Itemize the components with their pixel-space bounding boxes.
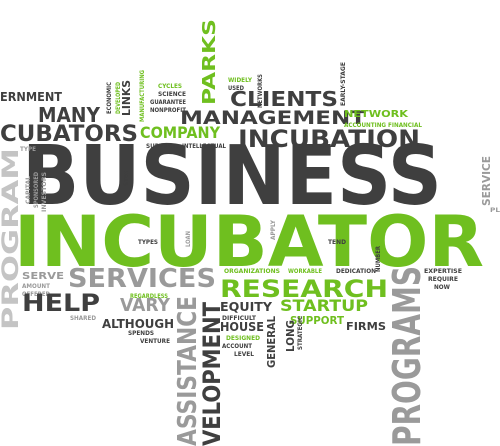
word-account: ACCOUNT bbox=[222, 343, 253, 350]
word-networks: NETWORKS bbox=[257, 74, 264, 108]
word-startup: STARTUP bbox=[280, 296, 368, 315]
word-require: REQUIRE bbox=[428, 276, 458, 283]
word-investors: INVESTORS bbox=[41, 172, 48, 212]
word-general: GENERAL bbox=[265, 316, 278, 368]
word-programs: PROGRAMS bbox=[385, 266, 429, 446]
word-developed: DEVELOPED bbox=[115, 82, 122, 114]
word-sponsored: SPONSORED bbox=[33, 172, 40, 208]
word-manufacturing: MANUFACTURING bbox=[139, 70, 146, 122]
word-expertise: EXPERTISE bbox=[424, 268, 462, 275]
word-used: USED bbox=[228, 85, 244, 92]
word-tend: TEND bbox=[328, 239, 346, 246]
word-nonprofit: NONPROFIT bbox=[150, 107, 187, 114]
word-assistance: ASSISTANCE bbox=[173, 296, 203, 446]
word-serve: SERVE bbox=[22, 271, 64, 282]
word-level: LEVEL bbox=[234, 351, 254, 358]
word-links: LINKS bbox=[120, 80, 133, 116]
word-parks: PARKS bbox=[199, 19, 220, 105]
word-strategic: STRATEGIC bbox=[297, 315, 304, 350]
word-types: TYPES bbox=[138, 239, 158, 246]
word-vary: VARY bbox=[120, 295, 171, 316]
word-support: SUPPORT bbox=[290, 314, 344, 327]
word-incubator: INCUBATOR bbox=[14, 201, 484, 283]
word-incubation: INCUBATION bbox=[238, 125, 420, 153]
word-type: TYPE bbox=[20, 146, 36, 153]
word-help: HELP bbox=[22, 289, 100, 317]
word-intellectual: INTELLECTUAL bbox=[182, 143, 226, 150]
word-spends: SPENDS bbox=[128, 330, 154, 337]
word-offered: OFFERED bbox=[22, 291, 50, 298]
word-services: SERVICES bbox=[68, 264, 216, 294]
word-company: COMPANY bbox=[140, 123, 220, 142]
word-equity: EQUITY bbox=[220, 300, 272, 314]
word-venture: VENTURE bbox=[140, 338, 170, 345]
word-many: MANY bbox=[38, 103, 100, 127]
word-survival: SURVIVAL bbox=[146, 143, 178, 150]
word-now: NOW bbox=[434, 284, 450, 291]
word-pl: PL bbox=[490, 207, 500, 214]
word-incubators: CUBATORS bbox=[0, 122, 138, 147]
word-economic: ECONOMIC bbox=[106, 81, 113, 114]
word-designed: DESIGNED bbox=[226, 335, 260, 342]
word-capital: CAPITAL bbox=[25, 176, 32, 204]
word-number: NUMBER bbox=[375, 246, 382, 272]
word-network: NETWORK bbox=[344, 109, 409, 120]
word-difficult: DIFFICULT bbox=[222, 315, 257, 322]
word-early-stage: EARLY-STAGE bbox=[340, 62, 347, 106]
word-clients: CLIENTS bbox=[230, 87, 338, 111]
word-organizations: ORGANIZATIONS bbox=[224, 268, 280, 275]
word-apply: APPLY bbox=[270, 219, 277, 240]
word-widely: WIDELY bbox=[228, 77, 253, 84]
word-amount: AMOUNT bbox=[22, 283, 51, 290]
word-accounting-financial: ACCOUNTING FINANCIAL bbox=[344, 122, 422, 129]
word-science: SCIENCE bbox=[158, 91, 186, 98]
word-house: HOUSE bbox=[220, 320, 264, 334]
word-regardless: REGARDLESS bbox=[130, 293, 168, 300]
word-cycles: CYCLES bbox=[158, 83, 182, 90]
word-dedication: DEDICATION bbox=[336, 268, 376, 275]
word-long: LONG bbox=[284, 320, 297, 352]
word-service: SERVICE bbox=[480, 156, 493, 206]
word-firms: FIRMS bbox=[346, 320, 386, 333]
word-workable: WORKABLE bbox=[288, 268, 322, 275]
word-program: PROGRAM bbox=[0, 148, 24, 330]
word-stay: STAY bbox=[123, 169, 130, 186]
word-government: ERNMENT bbox=[0, 90, 63, 104]
word-shared: SHARED bbox=[70, 315, 96, 322]
word-guarantee: GUARANTEE bbox=[150, 99, 186, 106]
word-management: MANAGEMENT bbox=[180, 107, 366, 129]
word-development: VELOPMENT bbox=[198, 301, 226, 446]
word-business: BUSINESS bbox=[22, 129, 442, 224]
word-although: ALTHOUGH bbox=[102, 317, 174, 331]
word-research: RESEARCH bbox=[220, 275, 388, 303]
word-loan: LOAN bbox=[185, 231, 192, 247]
